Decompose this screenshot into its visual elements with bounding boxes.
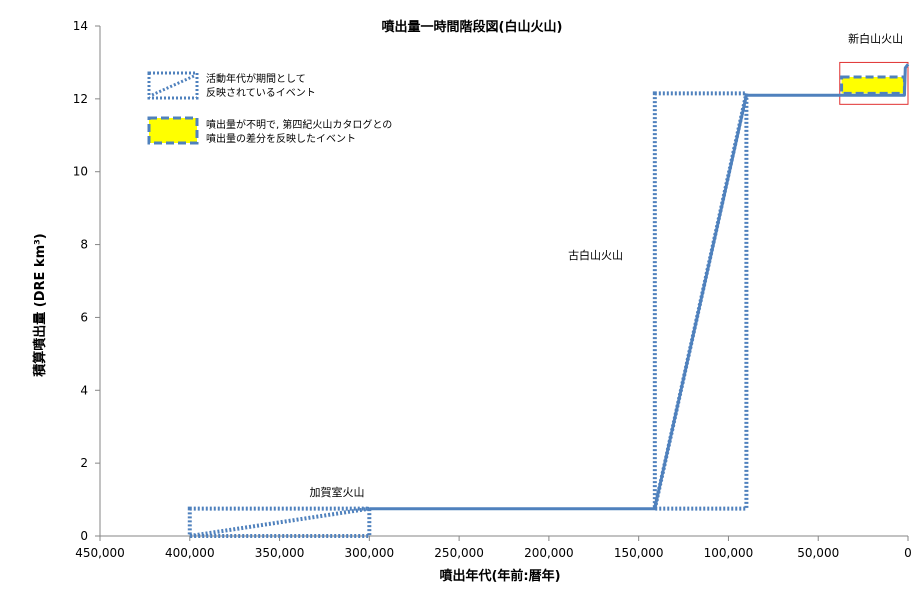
- y-tick-label: 10: [73, 165, 88, 179]
- legend-period-diagonal: [151, 74, 195, 97]
- x-tick-label: 400,000: [165, 546, 215, 560]
- series-point: [745, 94, 747, 96]
- series-point: [903, 94, 905, 96]
- x-tick-label: 0: [904, 546, 912, 560]
- series-point: [654, 507, 656, 509]
- x-tick-label: 150,000: [614, 546, 664, 560]
- legend-period-swatch: [147, 71, 199, 100]
- y-tick-label: 14: [73, 19, 88, 33]
- x-tick-label: 450,000: [75, 546, 125, 560]
- series-point: [904, 67, 906, 69]
- legend-difference-swatch: [147, 116, 199, 145]
- x-axis-title: 噴出年代(年前:暦年): [439, 568, 560, 584]
- x-tick-label: 350,000: [255, 546, 305, 560]
- period-box-diagonal: [189, 506, 370, 538]
- y-tick-label: 12: [73, 92, 88, 106]
- period-box: [652, 91, 749, 511]
- x-tick-label: 100,000: [704, 546, 754, 560]
- legend-label-period-line2: 反映されているイベント: [206, 87, 316, 99]
- series-point: [368, 508, 370, 510]
- annotation-label: 新白山火山: [848, 31, 903, 45]
- legend-label-difference-line2: 噴出量の差分を反映したイベント: [206, 132, 356, 145]
- y-tick-label: 0: [80, 529, 88, 543]
- y-tick-label: 4: [80, 383, 88, 397]
- series-point: [907, 63, 909, 65]
- x-tick-label: 50,000: [797, 546, 839, 560]
- plot-area: 0 2 4 6 8 10 12 14 450,000 400,000 350,000 300,000 2…: [73, 19, 912, 560]
- annotation-label: 古白山火山: [568, 248, 623, 262]
- y-tick-label: 8: [80, 238, 88, 252]
- legend-label-period-line1: 活動年代が期間として: [206, 72, 306, 85]
- annotation-label: 加賀室火山: [310, 485, 365, 499]
- highlight-box: [839, 61, 909, 105]
- x-tick-label: 200,000: [524, 546, 574, 560]
- series-line: [369, 63, 910, 511]
- difference-box: [840, 75, 906, 95]
- y-axis-title: 積算噴出量 (DRE km³): [32, 233, 48, 378]
- chart-title: 噴出量一時間階段図(白山火山): [382, 19, 563, 35]
- x-tick-label: 300,000: [345, 546, 395, 560]
- y-tick-label: 6: [80, 310, 88, 324]
- period-box: [187, 506, 372, 538]
- legend-label-difference-line1: 噴出量が不明で, 第四紀火山カタログとの: [206, 118, 392, 131]
- x-tick-label: 250,000: [434, 546, 484, 560]
- y-tick-label: 2: [80, 456, 88, 470]
- legend: 活動年代が期間として 反映されているイベント 噴出量が不明で, 第四紀火山カタロ…: [147, 71, 392, 145]
